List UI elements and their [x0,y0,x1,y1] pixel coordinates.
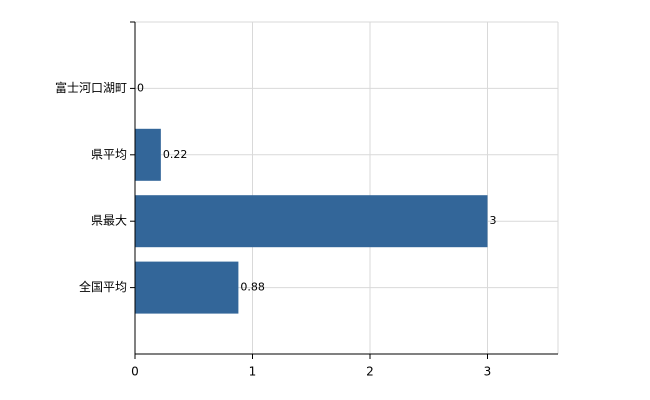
x-tick-label: 1 [249,365,257,379]
value-label: 0.22 [163,148,188,161]
y-tick-label: 県最大 [91,214,127,228]
y-tick-label: 富士河口湖町 [55,80,127,95]
bar [135,128,161,181]
bar [135,195,488,248]
y-tick-label: 全国平均 [79,279,127,294]
value-label: 0.88 [240,281,265,294]
x-tick-label: 3 [484,365,492,379]
value-label: 0 [137,81,144,94]
bar [135,261,239,314]
x-tick-label: 2 [366,365,374,379]
value-label: 3 [490,214,497,227]
y-tick-label: 県平均 [91,147,127,161]
x-tick-label: 0 [131,365,139,379]
